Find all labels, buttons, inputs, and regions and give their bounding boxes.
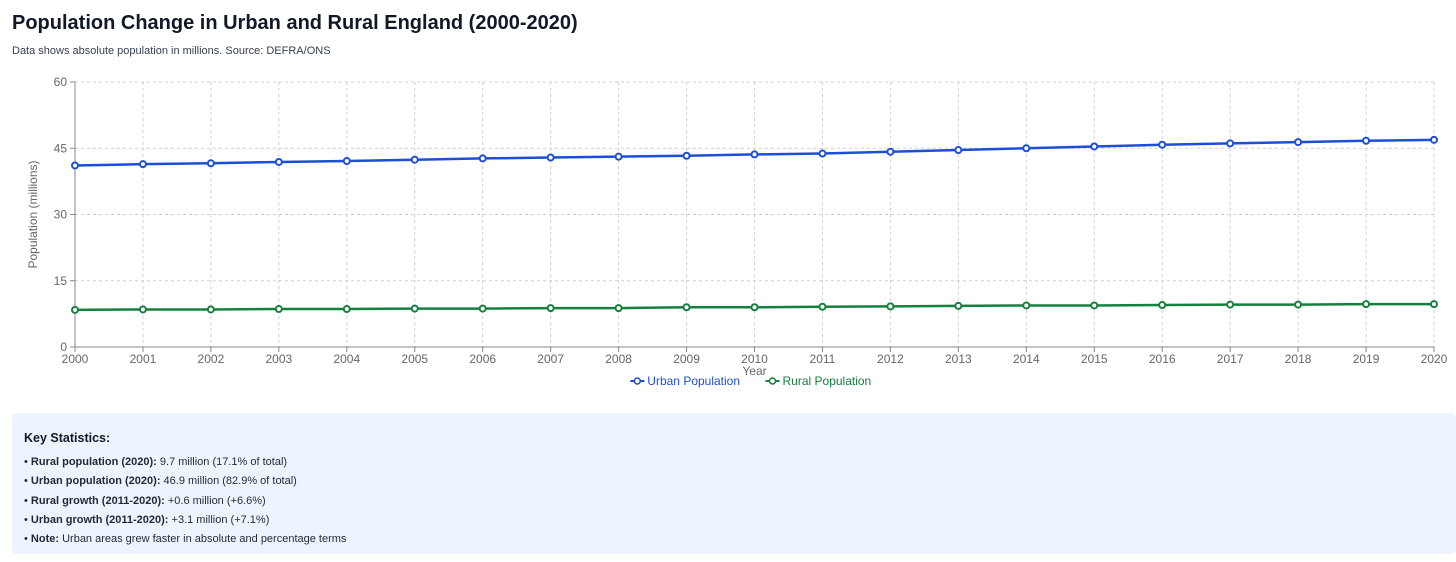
legend-swatch-marker <box>768 377 777 385</box>
stat-label: Urban population (2020): <box>30 475 161 488</box>
data-point <box>1158 301 1167 310</box>
data-point <box>1022 301 1031 310</box>
data-point <box>614 304 623 313</box>
x-tick-label: 2007 <box>537 352 564 366</box>
data-point <box>410 304 419 313</box>
x-tick-label: 2002 <box>198 352 225 366</box>
data-point <box>342 305 351 314</box>
data-point <box>614 152 623 161</box>
stat-value: 46.9 million (82.9% of total) <box>163 475 297 488</box>
population-line-chart: 0 15 30 45 60 2000 2001 2002 2003 2004 2005 2006 200… <box>26 75 1448 388</box>
data-point <box>818 302 827 311</box>
legend-label: Urban Population <box>647 374 740 388</box>
stat-label: Note: <box>30 533 60 546</box>
data-point <box>1362 300 1371 309</box>
x-tick-label: 2009 <box>673 352 700 366</box>
key-statistics-list: • Rural population (2020): 9.7 million (… <box>24 453 1444 549</box>
data-point <box>342 157 351 166</box>
data-point <box>750 303 759 312</box>
data-point <box>138 160 147 169</box>
stat-value: 9.7 million (17.1% of total) <box>159 456 288 468</box>
data-point <box>1430 300 1438 309</box>
x-tick-label: 2008 <box>605 352 632 366</box>
stat-value: +3.1 million (+7.1%) <box>171 513 270 526</box>
x-tick-label: 2015 <box>1081 352 1108 366</box>
legend-swatch-marker <box>633 377 642 385</box>
x-tick-label: 2018 <box>1285 352 1312 366</box>
stat-label: Rural population (2020): <box>30 456 157 468</box>
y-tick-label: 0 <box>60 340 67 354</box>
x-tick-label: 2014 <box>1013 352 1040 366</box>
data-point <box>682 303 691 312</box>
data-point <box>682 151 691 160</box>
data-point <box>954 146 963 155</box>
data-point <box>478 304 487 313</box>
data-point <box>886 302 895 311</box>
x-tick-label: 2005 <box>401 352 428 366</box>
data-point <box>71 161 79 170</box>
data-point <box>1022 144 1031 153</box>
data-point <box>546 153 555 162</box>
data-point <box>206 159 215 168</box>
chart-title: Population Change in Urban and Rural Eng… <box>12 12 578 34</box>
stat-item-rural-population: • Rural population (2020): 9.7 million (… <box>24 456 288 468</box>
data-point <box>1226 139 1235 148</box>
stat-label: Urban growth (2011-2020): <box>30 513 169 526</box>
data-point <box>1294 300 1303 309</box>
stat-item-note: • Note: Urban areas grew faster in absol… <box>24 533 347 546</box>
y-tick-label: 45 <box>54 141 68 155</box>
data-point <box>274 157 283 166</box>
x-tick-label: 2000 <box>62 352 89 366</box>
x-tick-label: 2012 <box>877 352 904 366</box>
x-tick-label: 2016 <box>1149 352 1176 366</box>
data-point <box>1090 301 1099 310</box>
data-point <box>1226 300 1235 309</box>
data-point <box>1362 136 1371 145</box>
stat-value: +0.6 million (+6.6%) <box>167 494 266 507</box>
x-tick-label: 2019 <box>1353 352 1380 366</box>
y-tick-label: 30 <box>54 208 68 222</box>
stat-item-rural-growth: • Rural growth (2011-2020): +0.6 million… <box>24 494 266 507</box>
data-point <box>138 305 147 314</box>
y-axis-label: Population (millions) <box>26 160 40 268</box>
data-point <box>1090 142 1099 151</box>
stat-label: Rural growth (2011-2020): <box>30 494 165 507</box>
y-tick-label: 15 <box>54 274 68 288</box>
x-tick-label: 2013 <box>945 352 972 366</box>
x-tick-label: 2006 <box>469 352 496 366</box>
chart-subtitle: Data shows absolute population in millio… <box>12 45 331 57</box>
data-point <box>954 301 963 310</box>
data-point <box>1430 135 1438 144</box>
data-point <box>1294 138 1303 147</box>
x-tick-label: 2010 <box>741 352 768 366</box>
data-point <box>71 305 79 314</box>
x-tick-label: 2020 <box>1421 352 1448 366</box>
x-axis-label: Year <box>742 364 766 378</box>
stat-item-urban-growth: • Urban growth (2011-2020): +3.1 million… <box>24 513 270 526</box>
data-point <box>750 150 759 159</box>
data-point <box>886 147 895 156</box>
x-tick-label: 2017 <box>1217 352 1244 366</box>
stat-value: Urban areas grew faster in absolute and … <box>62 533 347 546</box>
data-point <box>546 304 555 313</box>
data-point <box>274 305 283 314</box>
x-tick-label: 2001 <box>130 352 157 366</box>
data-point <box>1158 140 1167 149</box>
y-tick-label: 60 <box>54 75 68 89</box>
data-point <box>478 154 487 163</box>
data-point <box>206 305 215 314</box>
x-tick-label: 2004 <box>333 352 360 366</box>
data-point <box>410 155 419 164</box>
key-statistics-heading: Key Statistics: <box>24 431 111 445</box>
legend-label: Rural Population <box>783 374 872 388</box>
data-point <box>818 149 827 158</box>
x-tick-label: 2003 <box>265 352 292 366</box>
stat-item-urban-population: • Urban population (2020): 46.9 million … <box>24 475 297 488</box>
key-statistics-panel: Key Statistics: • Rural population (2020… <box>12 413 1456 554</box>
x-tick-label: 2011 <box>810 352 836 366</box>
